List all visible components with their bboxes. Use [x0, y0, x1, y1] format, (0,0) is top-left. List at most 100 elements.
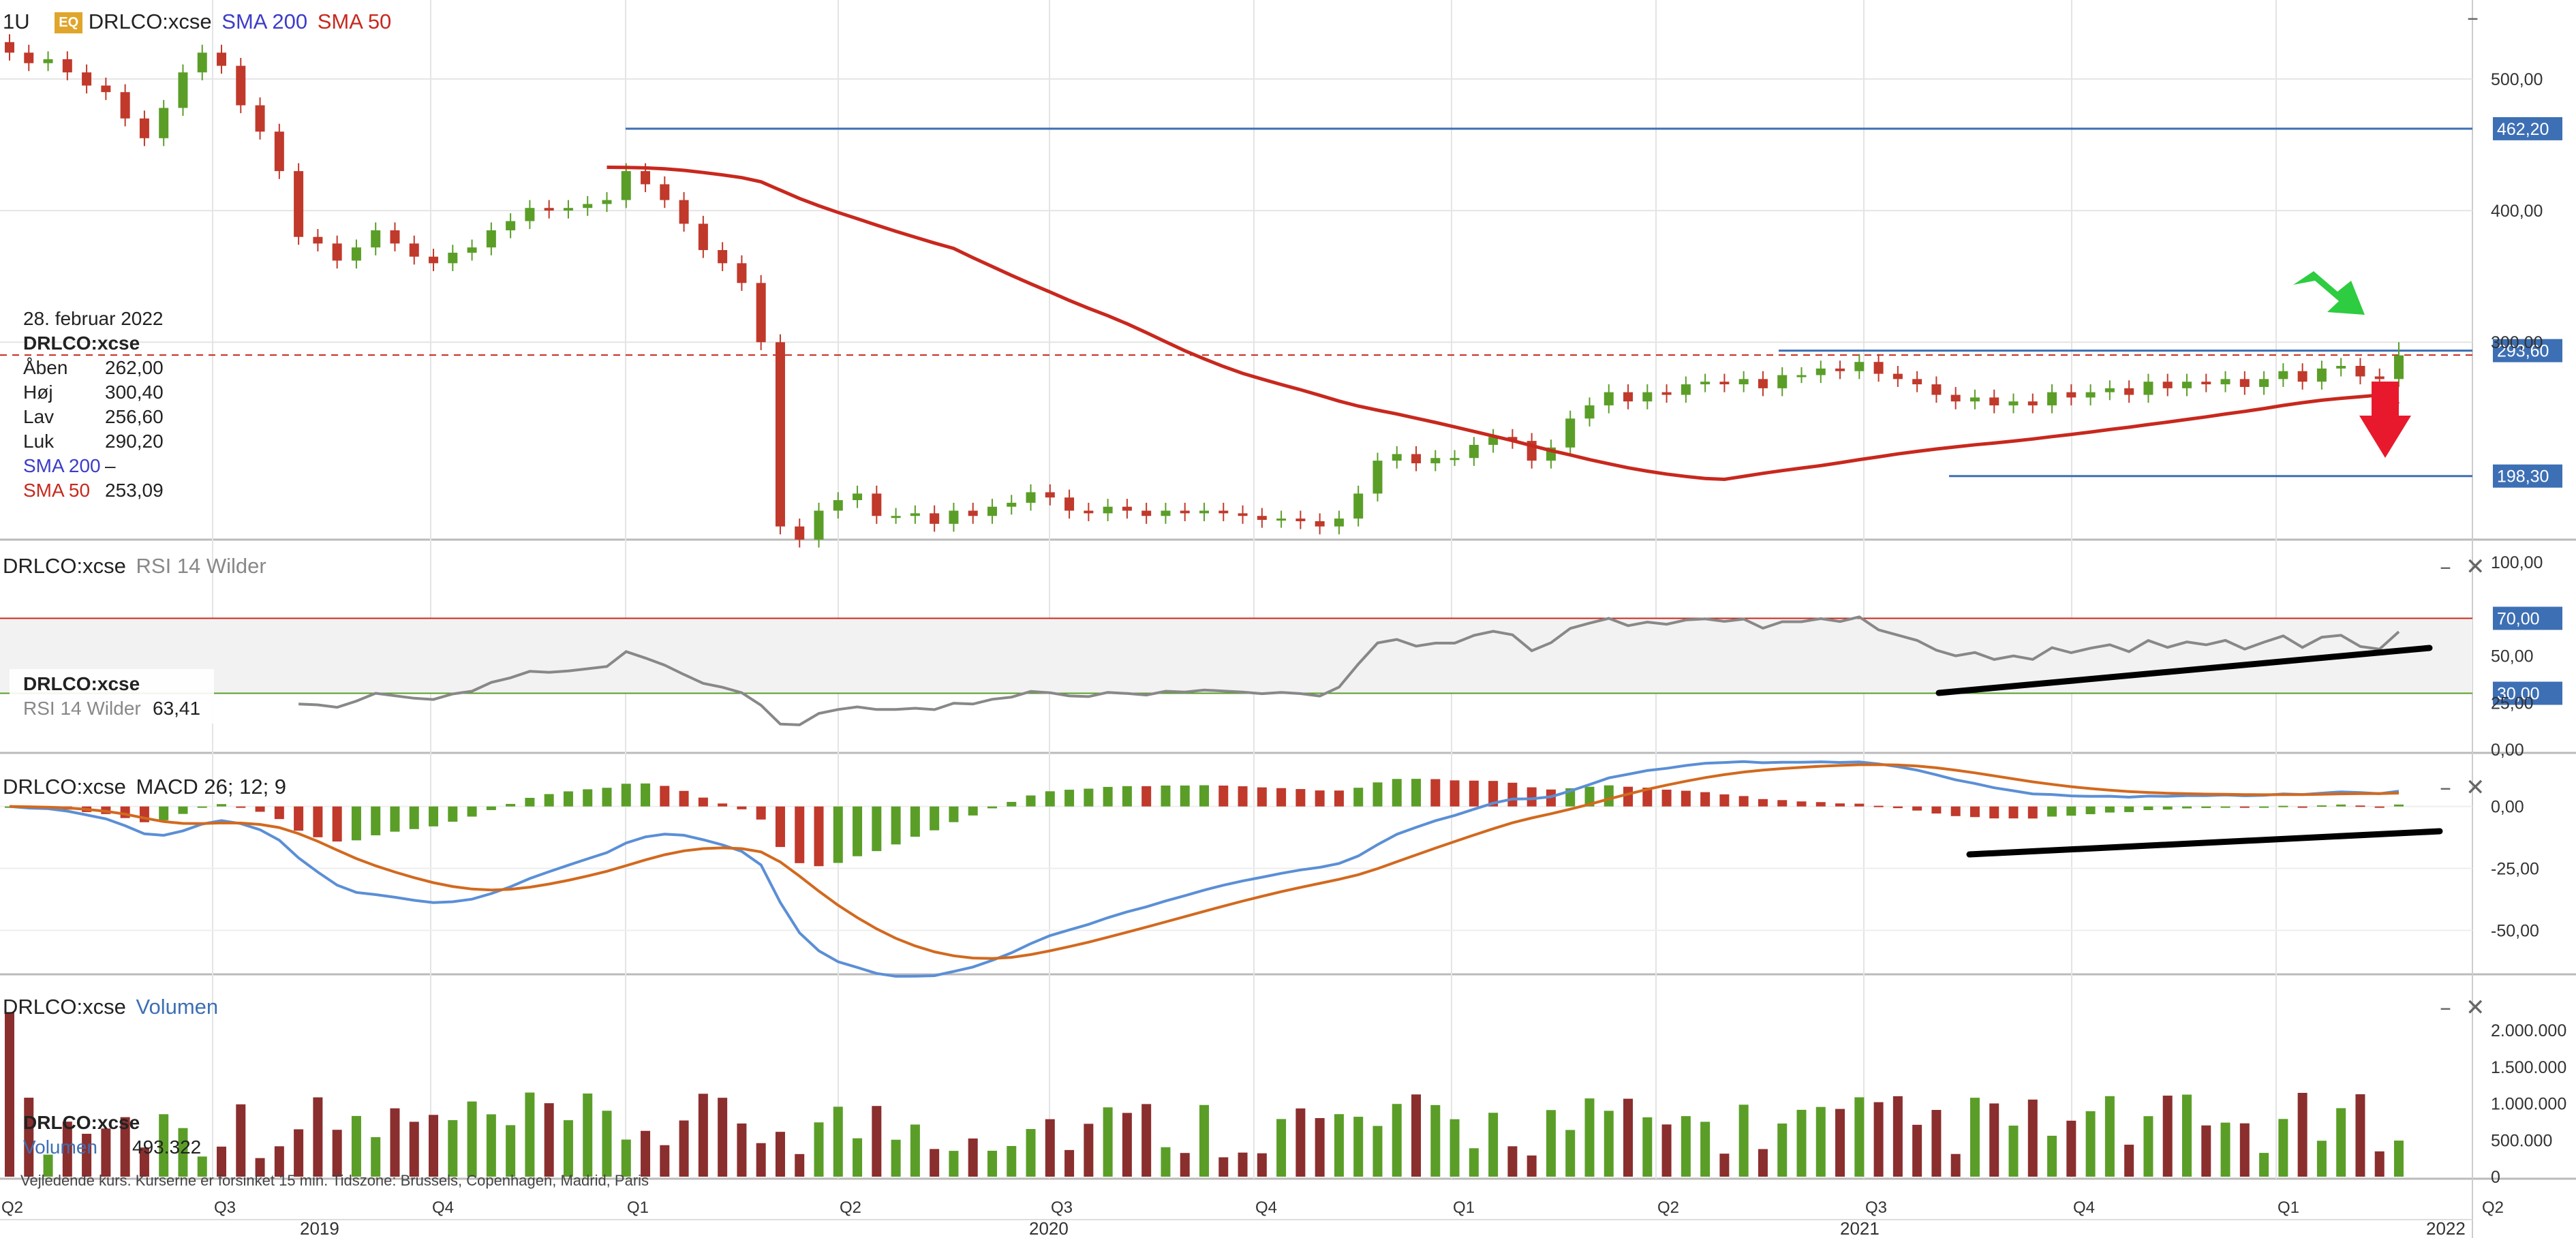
quarter-tick-label: Q1 — [627, 1198, 649, 1217]
rsi-tick-label: 50,00 — [2491, 647, 2534, 666]
symbol-label[interactable]: DRLCO:xcse — [88, 10, 212, 33]
candle-body — [833, 500, 843, 511]
volume-bar — [120, 1117, 130, 1177]
volume-label[interactable]: Volumen — [136, 995, 219, 1019]
macd-histogram-bar — [2220, 806, 2230, 808]
info-open-label: Åben — [23, 357, 68, 378]
volume-bar — [486, 1114, 496, 1177]
rsi-info-label: RSI 14 Wilder — [23, 698, 141, 719]
volume-bar — [1584, 1098, 1595, 1177]
volume-bar — [1238, 1152, 1248, 1177]
macd-histogram-bar — [2394, 804, 2404, 807]
macd-histogram-bar — [1758, 799, 1768, 807]
macd-histogram-bar — [1315, 790, 1325, 807]
macd-histogram-bar — [2201, 806, 2211, 808]
candle-body — [448, 252, 458, 264]
volume-bar — [621, 1139, 631, 1177]
volume-header: DRLCO:xcse Volumen — [3, 995, 218, 1019]
volume-close-icon[interactable]: ✕ — [2466, 994, 2485, 1021]
candle-body — [1199, 510, 1209, 514]
rsi-label[interactable]: RSI 14 Wilder — [136, 554, 266, 578]
candle-body — [853, 493, 863, 501]
volume-tick-label: 1.500.000 — [2491, 1058, 2566, 1077]
candle-body — [987, 506, 997, 516]
year-tick-label: 2020 — [1029, 1218, 1069, 1238]
volume-bar — [82, 1134, 92, 1177]
info-open-value: 262,00 — [105, 357, 164, 378]
macd-histogram-bar — [429, 806, 439, 826]
volume-bar — [1315, 1118, 1325, 1177]
candle-body — [2220, 379, 2230, 385]
candle-body — [2008, 401, 2019, 405]
volume-bar — [1546, 1110, 1556, 1177]
candle-body — [1488, 437, 1499, 445]
volume-bar — [2181, 1094, 2192, 1177]
candle-body — [1026, 492, 1036, 503]
candle-body — [1758, 379, 1768, 388]
macd-histogram-bar — [1469, 780, 1479, 807]
macd-symbol: DRLCO:xcse — [3, 775, 126, 799]
sma200-label[interactable]: SMA 200 — [221, 10, 308, 33]
rsi-close-icon[interactable]: ✕ — [2466, 553, 2485, 581]
volume-bar — [1064, 1149, 1075, 1177]
volume-bar — [1969, 1098, 1980, 1177]
interval-label[interactable]: 1U — [3, 10, 30, 33]
volume-bar — [506, 1125, 516, 1177]
candle-body — [1873, 362, 1884, 374]
candle-body — [351, 247, 361, 261]
macd-histogram-bar — [698, 797, 708, 807]
volume-bar — [2374, 1151, 2385, 1177]
candle-body — [679, 200, 689, 224]
macd-histogram-bar — [274, 806, 284, 820]
macd-histogram-bar — [467, 806, 477, 817]
macd-histogram-bar — [1777, 800, 1788, 807]
macd-histogram-bar — [1064, 790, 1075, 807]
candle-body — [2104, 388, 2115, 392]
macd-close-icon[interactable]: ✕ — [2466, 774, 2485, 801]
volume-bar — [294, 1129, 304, 1177]
volume-bar — [1334, 1114, 1344, 1177]
rsi-level-badge — [2493, 681, 2562, 705]
sma50-label[interactable]: SMA 50 — [317, 10, 392, 33]
volume-bar — [448, 1120, 458, 1177]
macd-histogram-bar — [679, 790, 689, 807]
candle-body — [1295, 519, 1306, 521]
candle-body — [968, 510, 978, 516]
rsi-minimize-icon[interactable]: – — [2440, 553, 2451, 581]
macd-histogram-bar — [968, 806, 978, 816]
macd-histogram-bar — [1642, 787, 1653, 807]
candle-body — [2278, 371, 2288, 380]
macd-histogram-bar — [1912, 806, 1922, 811]
volume-bar — [139, 1147, 149, 1177]
candle-body — [641, 171, 651, 185]
candle-body — [1373, 461, 1383, 494]
candle-body — [1450, 458, 1460, 461]
minimize-icon[interactable]: – — [2467, 4, 2479, 31]
volume-bar — [1719, 1154, 1730, 1177]
axes-labels: Q2 Q3 Q4 Q1 Q2 Q3 Q4 Q1 Q2 Q3 Q4 Q1 Q2 2019 2020 2021 20… — [1, 70, 2566, 1238]
candle-body — [390, 230, 400, 244]
chart-header: 1U EQ DRLCO:xcse SMA 200 SMA 50 — [3, 10, 391, 34]
macd-histogram-bar — [641, 783, 651, 807]
volume-bar — [910, 1124, 920, 1177]
macd-histogram-bar — [1681, 790, 1691, 807]
volume-minimize-icon[interactable]: – — [2440, 994, 2451, 1021]
rsi-line — [298, 615, 2400, 726]
candle-body — [313, 236, 323, 244]
macd-histogram-bar — [2259, 806, 2269, 808]
macd-histogram-bar — [2336, 804, 2346, 807]
volume-tick-label: 0 — [2491, 1168, 2500, 1187]
macd-histogram-bar — [255, 806, 265, 812]
candle-body — [1180, 510, 1190, 514]
volume-bar — [217, 1146, 227, 1177]
price-tick-label: 300,00 — [2491, 333, 2543, 352]
macd-minimize-icon[interactable]: – — [2440, 774, 2451, 801]
macd-label[interactable]: MACD 26; 12; 9 — [136, 775, 287, 799]
candle-body — [1565, 418, 1576, 448]
candle-body — [1584, 405, 1595, 419]
volume-bar — [1411, 1094, 1422, 1177]
macd-histogram-bar — [910, 806, 920, 837]
candle-body — [563, 208, 573, 211]
volume-bar — [1989, 1103, 1999, 1177]
